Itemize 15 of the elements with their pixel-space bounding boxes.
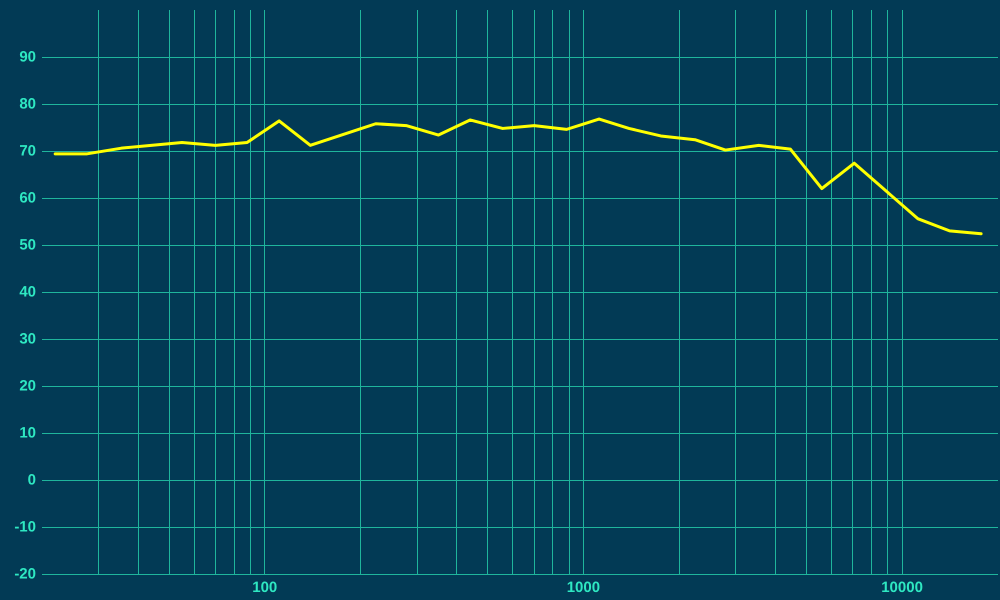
y-tick-label: 60 (19, 190, 36, 206)
y-tick-label: -20 (14, 566, 36, 582)
y-tick-label: 70 (19, 142, 36, 160)
x-tick-label: 100 (252, 579, 278, 596)
y-tick-label: 30 (19, 330, 36, 348)
y-tick-label: 10 (19, 424, 36, 442)
y-tick-label: 80 (19, 96, 36, 112)
y-tick-label: 0 (28, 472, 36, 488)
x-tick-label: 10000 (881, 579, 923, 596)
y-tick-label: 40 (19, 284, 36, 300)
y-tick-label: 50 (19, 236, 36, 254)
y-tick-label: 90 (19, 48, 36, 66)
y-tick-label: 20 (19, 378, 36, 394)
x-tick-label: 1000 (566, 579, 600, 596)
y-tick-label: -10 (14, 518, 36, 536)
